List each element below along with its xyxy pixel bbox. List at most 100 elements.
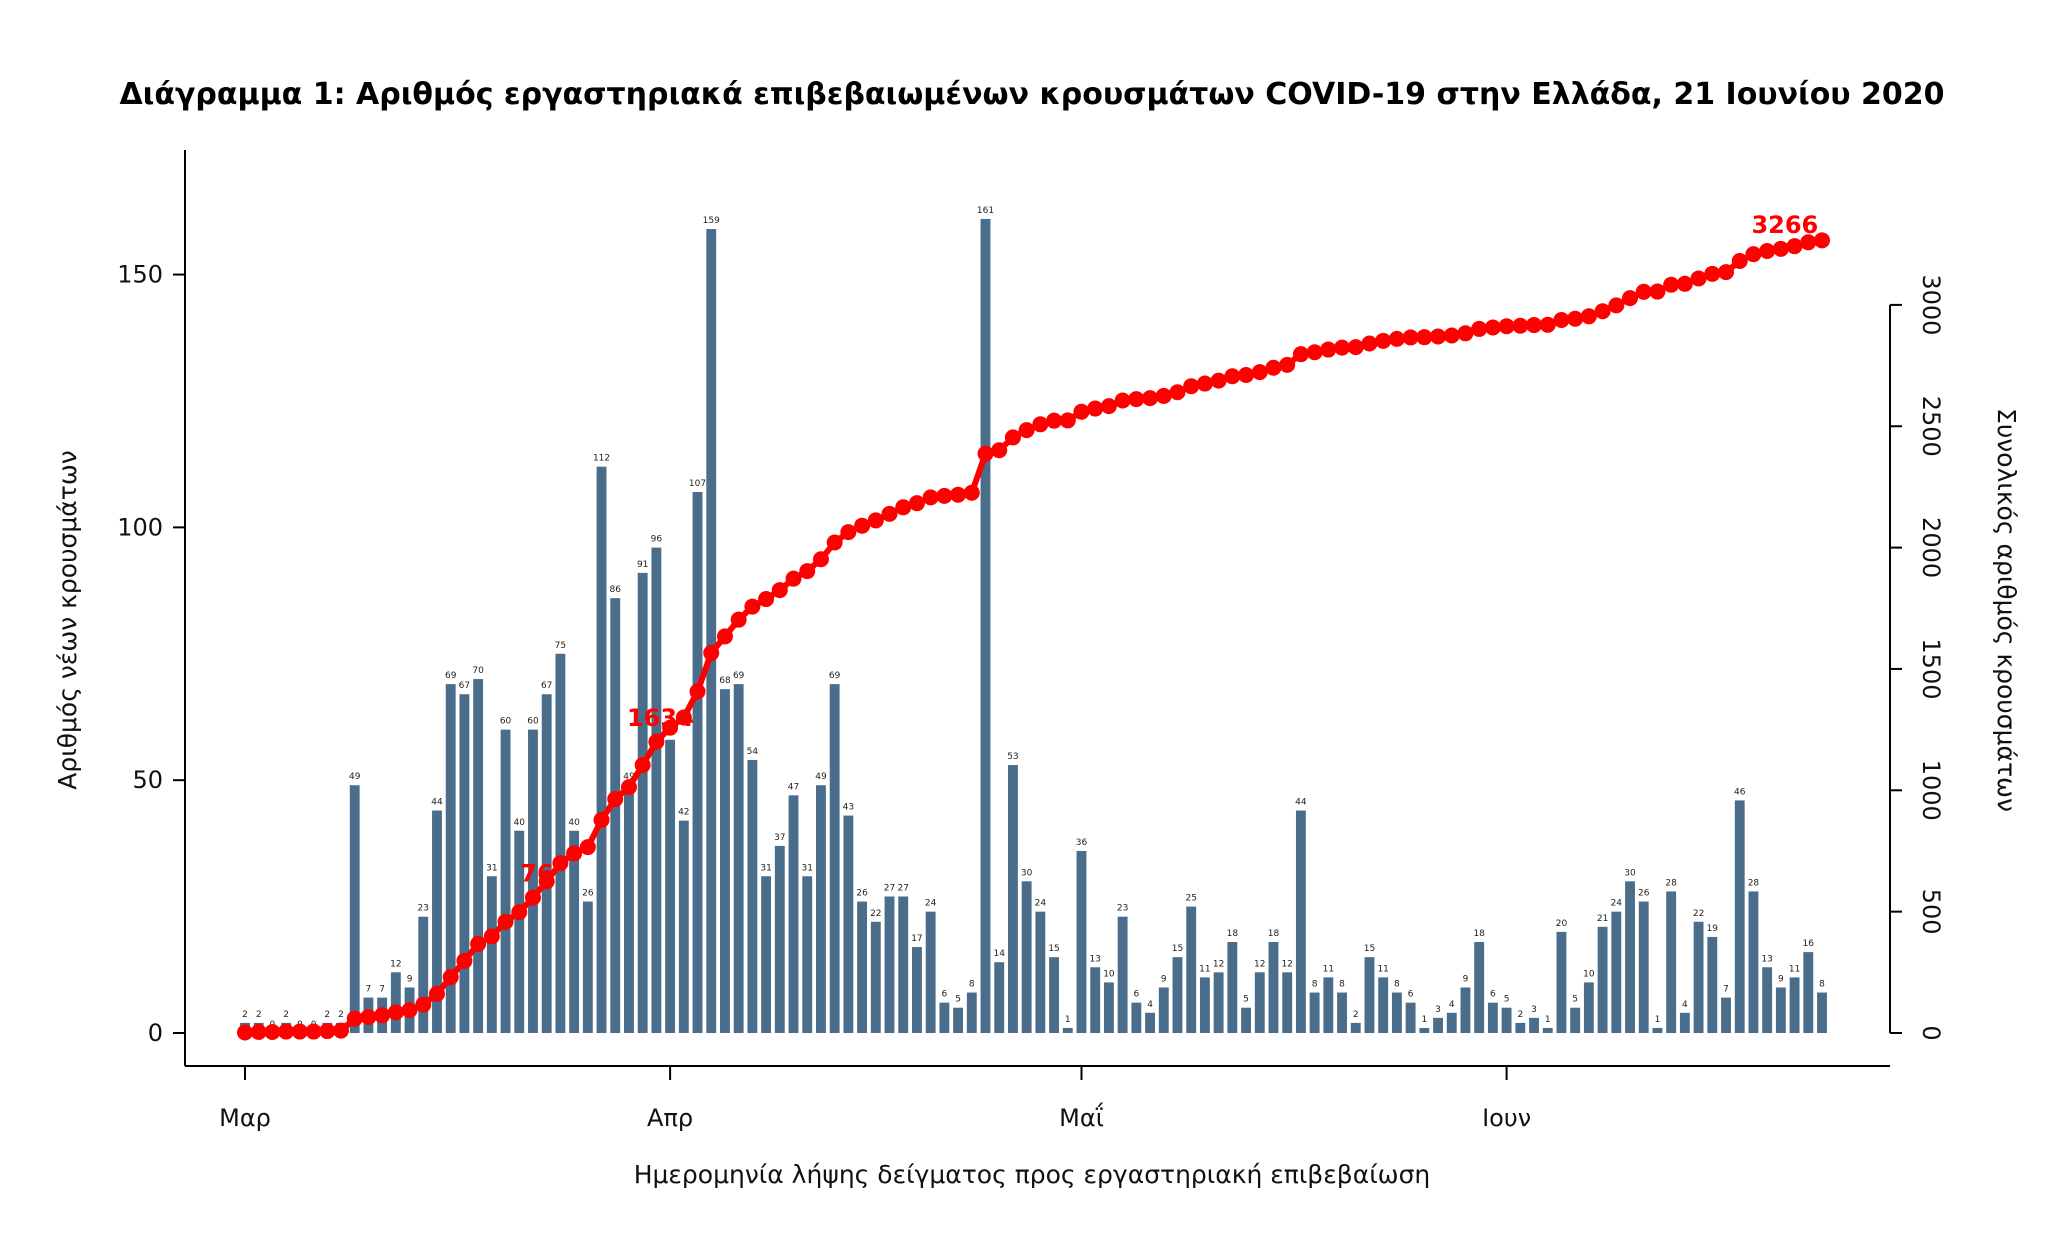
cumulative-point — [1059, 412, 1076, 429]
cumulative-point — [881, 505, 898, 522]
bar-value-label: 15 — [1364, 944, 1375, 954]
bar-value-label: 9 — [407, 974, 413, 984]
cumulative-point — [1663, 276, 1680, 293]
cumulative-point — [785, 570, 802, 587]
bar-value-label: 49 — [815, 772, 827, 782]
bar-value-label: 3 — [1435, 1005, 1441, 1015]
cumulative-point — [620, 779, 637, 796]
bar-value-label: 44 — [1295, 798, 1307, 808]
bar — [418, 916, 429, 1033]
bar-value-label: 9 — [1161, 974, 1167, 984]
cumulative-point — [950, 486, 967, 503]
bar — [1515, 1022, 1526, 1033]
cumulative-point — [497, 913, 514, 930]
bar-value-label: 68 — [719, 676, 731, 686]
cumulative-point — [1128, 391, 1145, 408]
cumulative-point — [1361, 335, 1378, 352]
y2-tick-label: 1000 — [1917, 760, 1945, 821]
bar-value-label: 70 — [472, 666, 484, 676]
bar-value-label: 2 — [242, 1010, 248, 1020]
bar-value-label: 11 — [1199, 964, 1210, 974]
cumulative-point — [1046, 412, 1063, 429]
bar-value-label: 28 — [1748, 878, 1760, 888]
bar — [1803, 952, 1814, 1033]
bar — [843, 815, 854, 1033]
cumulative-point — [278, 1023, 295, 1040]
cumulative-point — [648, 733, 665, 750]
bar — [1707, 936, 1718, 1033]
bar — [1405, 1002, 1416, 1033]
cumulative-point — [675, 709, 692, 726]
cumulative-point — [1169, 384, 1186, 401]
bar — [870, 921, 881, 1033]
cumulative-point — [1155, 387, 1172, 404]
cumulative-point — [401, 1002, 418, 1019]
bar-value-label: 60 — [500, 717, 512, 727]
bar-value-label: 1 — [1545, 1015, 1551, 1025]
cumulative-point — [442, 969, 459, 986]
bar-value-label: 2 — [1517, 1010, 1523, 1020]
cumulative-point — [1731, 252, 1748, 269]
bar — [500, 729, 511, 1033]
bar-value-label: 159 — [703, 216, 720, 226]
bar — [541, 694, 552, 1033]
bar — [528, 729, 538, 1033]
bar — [1035, 911, 1046, 1033]
bar — [1460, 987, 1471, 1033]
cumulative-point — [895, 499, 912, 516]
bar-value-label: 161 — [977, 206, 994, 216]
bar-value-label: 67 — [541, 681, 552, 691]
cumulative-point — [1718, 264, 1735, 281]
cumulative-point — [1690, 270, 1707, 287]
bar — [706, 229, 717, 1033]
bar — [432, 810, 442, 1033]
bar-value-label: 2 — [283, 1010, 289, 1020]
bar — [1007, 765, 1018, 1033]
bar-value-label: 6 — [1133, 990, 1139, 1000]
bar — [1227, 941, 1238, 1033]
cumulative-point — [607, 791, 624, 808]
bar-value-label: 5 — [1243, 995, 1249, 1005]
cumulative-point — [1004, 429, 1021, 446]
y2-tick-label: 2000 — [1917, 517, 1945, 578]
bar-value-label: 11 — [1377, 964, 1388, 974]
bar-value-label: 36 — [1076, 838, 1088, 848]
bar-value-label: 49 — [349, 772, 361, 782]
bar-value-label: 12 — [1281, 959, 1292, 969]
cumulative-point — [264, 1024, 281, 1041]
cumulative-point — [1402, 329, 1419, 346]
bar-value-label: 24 — [925, 899, 937, 909]
bar-value-label: 46 — [1734, 787, 1746, 797]
cumulative-point — [1745, 246, 1762, 263]
bar-value-label: 37 — [774, 833, 785, 843]
cumulative-point — [634, 757, 651, 774]
cumulative-annotation: 76 — [520, 860, 553, 888]
bar-value-label: 15 — [1172, 944, 1183, 954]
y2-tick-label: 3000 — [1917, 274, 1945, 335]
bar — [1391, 992, 1402, 1033]
cumulative-point — [538, 873, 555, 890]
cumulative-point — [593, 811, 610, 828]
cumulative-point — [1416, 329, 1433, 346]
bar — [761, 876, 772, 1033]
cumulative-point — [977, 445, 994, 462]
bar — [1145, 1012, 1155, 1033]
cumulative-point — [799, 563, 816, 580]
bar-value-label: 19 — [1707, 924, 1719, 934]
cumulative-point — [1622, 290, 1639, 307]
cumulative-point — [1772, 240, 1789, 257]
cumulative-point — [456, 952, 473, 969]
bar — [1556, 931, 1567, 1033]
cumulative-point — [1594, 303, 1611, 320]
bar — [1721, 997, 1731, 1033]
bar-value-label: 91 — [637, 560, 648, 570]
bar — [1076, 850, 1087, 1033]
bar-value-label: 25 — [1185, 894, 1196, 904]
cumulative-point — [483, 928, 500, 945]
bar-value-label: 26 — [856, 889, 868, 899]
cumulative-point — [922, 489, 939, 506]
bar-value-label: 8 — [1312, 980, 1318, 990]
cumulative-point — [332, 1022, 349, 1039]
bar-value-label: 14 — [993, 949, 1005, 959]
bar-value-label: 7 — [379, 985, 385, 995]
